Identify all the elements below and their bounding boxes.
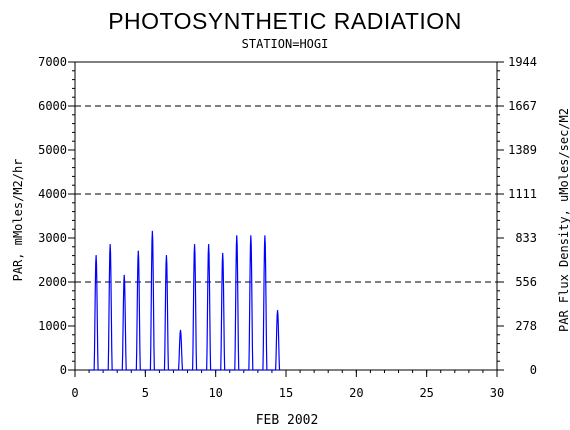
daily-peak-point [222,252,224,254]
daily-peak-point [276,310,279,312]
x-tick-label: 5 [142,386,149,400]
daily-peak-point [236,235,238,237]
y-right-tick-label: 1944 [508,55,537,69]
x-tick-label: 20 [349,386,363,400]
daily-peak-point [179,329,182,331]
daily-peak-point [95,255,97,257]
y-tick-label: 4000 [38,187,67,201]
daily-peak-point [109,244,111,246]
daily-peak-point [264,235,266,237]
par-series-line [89,231,281,371]
daily-peak-point [123,274,125,276]
x-tick-label: 10 [208,386,222,400]
y-tick-label: 0 [60,363,67,377]
y-right-tick-label: 1667 [508,99,537,113]
y-axis-label-left: PAR, mMoles/M2/hr [11,159,25,282]
y-right-tick-label: 556 [515,275,537,289]
plot-frame [74,61,498,371]
daily-peak-point [208,244,210,246]
daily-peak-point [250,235,252,237]
y-tick-label: 6000 [38,99,67,113]
y-right-tick-label: 1111 [508,187,537,201]
daily-peak-point [193,244,196,246]
x-tick-label: 15 [279,386,293,400]
y-right-tick-label: 0 [530,363,537,377]
chart-subtitle: STATION=HOGI [242,37,329,51]
y-tick-label: 1000 [38,319,67,333]
chart-title: PHOTOSYNTHETIC RADIATION [108,8,462,34]
y-right-tick-label: 833 [515,231,537,245]
x-axis-label: FEB 2002 [256,413,319,428]
y-right-tick-label: 1389 [508,143,537,157]
y-tick-label: 7000 [38,55,67,69]
x-tick-label: 25 [419,386,433,400]
daily-peak-point [137,250,139,252]
x-tick-label: 0 [71,386,78,400]
y-tick-label: 5000 [38,143,67,157]
daily-peak-point [165,255,168,257]
y-right-tick-label: 278 [515,319,537,333]
x-tick-label: 30 [490,386,504,400]
daily-peak-point [151,230,153,232]
y-tick-label: 2000 [38,275,67,289]
y-tick-label: 3000 [38,231,67,245]
y-axis-label-right: PAR Flux Density, uMoles/sec/M2 [557,108,570,332]
